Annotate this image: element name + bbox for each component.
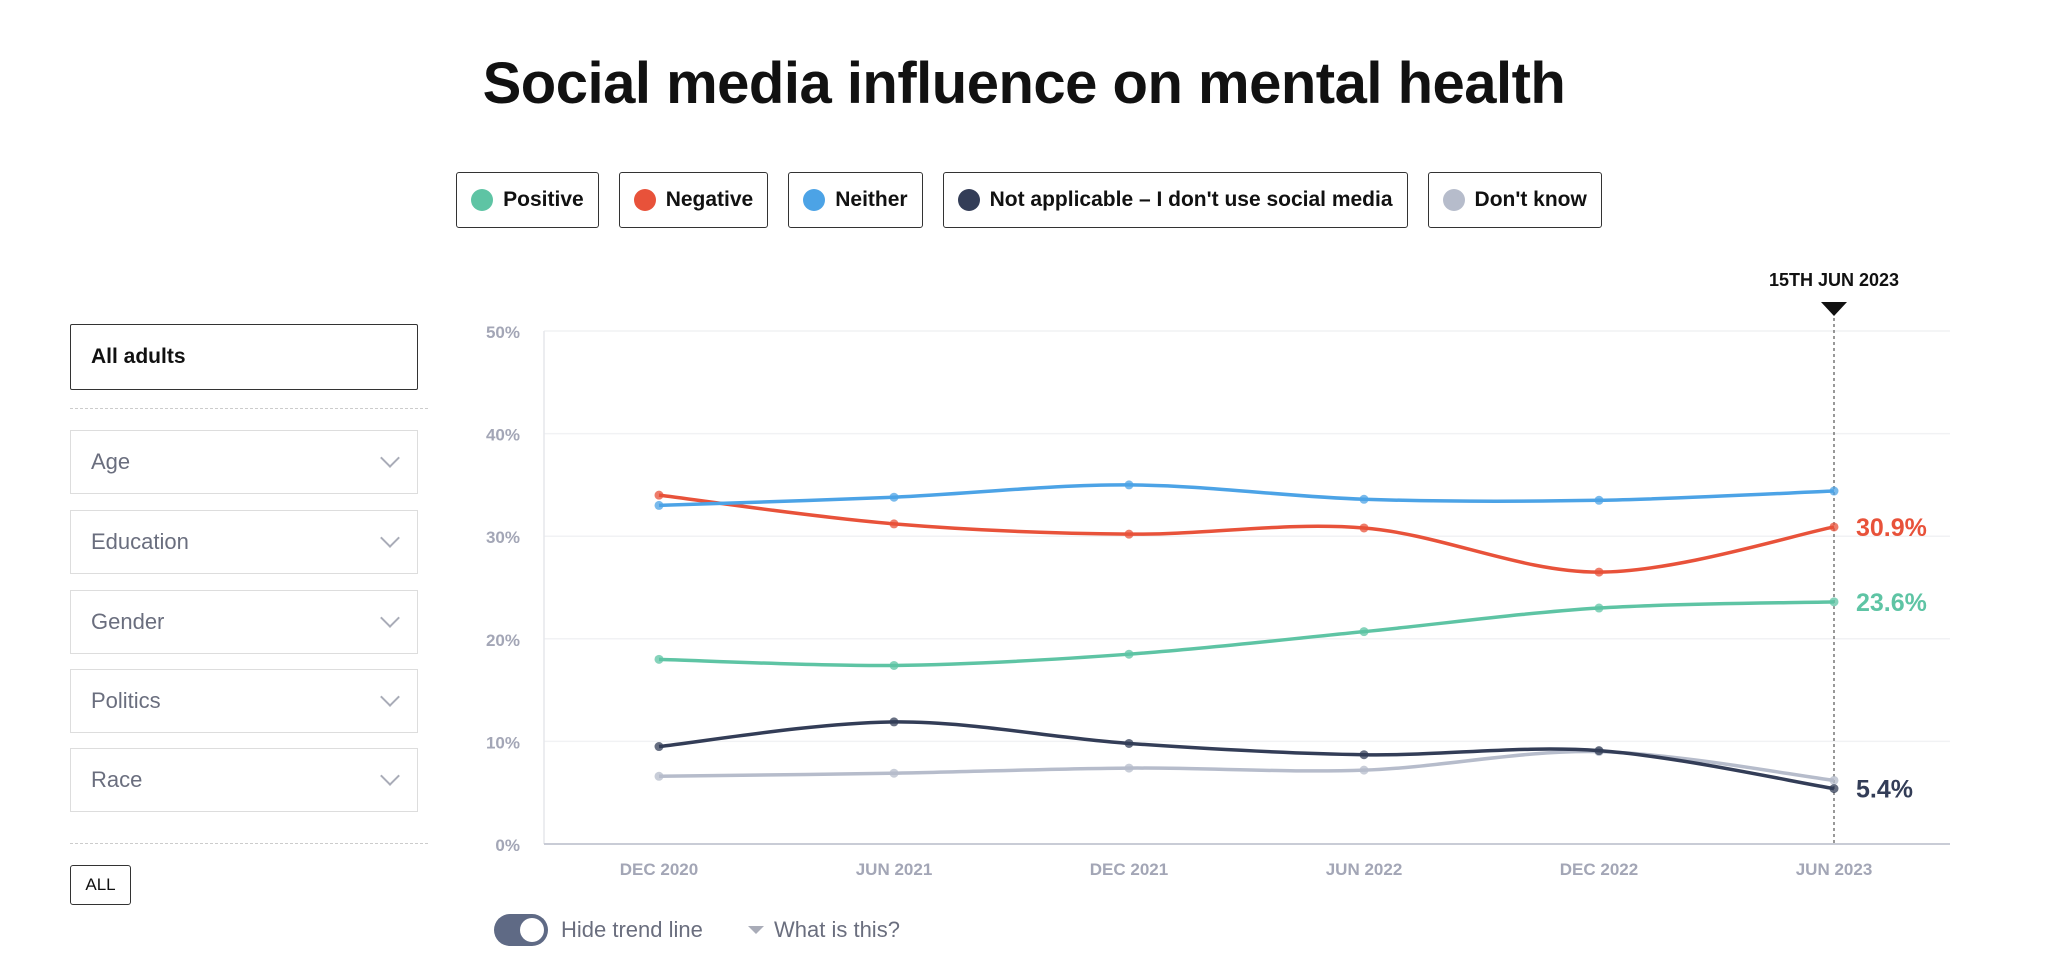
legend-not-applicable[interactable]: Not applicable – I don't use social medi…: [942, 172, 1408, 228]
filter-label: Gender: [91, 609, 165, 634]
data-point: [1124, 480, 1134, 490]
data-point: [1594, 495, 1604, 505]
filter-gender[interactable]: Gender: [70, 590, 418, 654]
data-point: [889, 660, 899, 670]
filter-label: Age: [91, 449, 131, 474]
series-line-positive: [658, 600, 1835, 668]
filter-politics[interactable]: Politics: [70, 669, 418, 733]
data-point: [1359, 494, 1369, 504]
x-tick-label: JUN 2023: [1796, 860, 1873, 879]
all-button[interactable]: ALL: [70, 865, 131, 905]
filter-age[interactable]: Age: [70, 430, 418, 494]
end-value-label: 23.6%: [1856, 589, 1927, 617]
positive-dot-icon: [471, 189, 494, 211]
data-point: [889, 492, 899, 502]
legend-negative[interactable]: Negative: [618, 172, 769, 228]
data-point: [1359, 750, 1369, 760]
data-point: [654, 742, 664, 752]
y-tick-label: 50%: [486, 323, 520, 342]
marker-triangle-icon: [1821, 302, 1847, 316]
negative-dot-icon: [633, 189, 656, 211]
filter-label: Race: [91, 767, 143, 792]
y-tick-label: 0%: [495, 836, 520, 855]
legend: Positive Negative Neither Not applicable…: [0, 172, 2048, 228]
y-tick-label: 30%: [486, 528, 520, 547]
series-line-neither: [658, 483, 1835, 508]
data-point: [1124, 738, 1134, 748]
help-label: What is this?: [774, 917, 900, 942]
legend-label: Positive: [503, 188, 584, 211]
x-tick-label: DEC 2020: [620, 860, 698, 879]
data-point: [654, 654, 664, 664]
data-point: [654, 500, 664, 510]
end-value-label: 30.9%: [1856, 514, 1927, 542]
filter-label: Education: [91, 529, 189, 554]
data-point: [1359, 523, 1369, 533]
data-point: [1829, 522, 1839, 532]
data-point: [654, 771, 664, 781]
data-point: [1829, 784, 1839, 794]
page-title: Social media influence on mental health: [482, 51, 1566, 116]
not-applicable-dot-icon: [957, 189, 980, 211]
data-point: [1594, 746, 1604, 756]
legend-label: Negative: [665, 188, 754, 211]
data-point: [889, 717, 899, 727]
end-value-label: 5.4%: [1856, 776, 1913, 804]
y-tick-label: 20%: [486, 631, 520, 650]
x-tick-label: DEC 2022: [1560, 860, 1638, 879]
hide-trend-line-toggle[interactable]: [494, 914, 548, 946]
data-point: [1359, 765, 1369, 775]
legend-label: Not applicable – I don't use social medi…: [989, 188, 1393, 211]
data-point: [1829, 597, 1839, 607]
data-point: [1124, 529, 1134, 539]
caret-down-icon: [748, 926, 764, 934]
filter-label: Politics: [91, 688, 161, 713]
data-point: [1594, 603, 1604, 613]
series-line-not-applicable-i-don-t-use-social-media: [658, 720, 1835, 791]
data-point: [1359, 627, 1369, 637]
data-point: [889, 768, 899, 778]
data-point: [889, 519, 899, 529]
toggle-knob: [520, 918, 544, 942]
current-date-label: 15TH JUN 2023: [1769, 270, 1899, 290]
audience-select-all-adults[interactable]: All adults: [70, 324, 418, 390]
filter-race[interactable]: Race: [70, 748, 418, 812]
data-point: [654, 490, 664, 500]
y-tick-label: 40%: [486, 426, 520, 445]
series-line-negative: [658, 493, 1835, 574]
x-tick-label: DEC 2021: [1090, 860, 1168, 879]
legend-label: Neither: [835, 188, 908, 211]
x-tick-label: JUN 2021: [856, 860, 933, 879]
filter-education[interactable]: Education: [70, 510, 418, 574]
neither-dot-icon: [803, 189, 826, 211]
legend-label: Don't know: [1474, 188, 1587, 211]
legend-dont-know[interactable]: Don't know: [1427, 172, 1602, 228]
legend-neither[interactable]: Neither: [788, 172, 923, 228]
x-tick-label: JUN 2022: [1326, 860, 1403, 879]
hide-trend-line-label: Hide trend line: [561, 917, 703, 942]
y-tick-label: 10%: [486, 733, 520, 752]
divider: [70, 843, 428, 844]
data-point: [1594, 567, 1604, 577]
data-point: [1829, 486, 1839, 496]
dont-know-dot-icon: [1442, 189, 1465, 211]
data-point: [1124, 763, 1134, 773]
what-is-this-link[interactable]: What is this?: [748, 917, 900, 943]
divider: [70, 408, 428, 409]
legend-positive[interactable]: Positive: [456, 172, 599, 228]
data-point: [1124, 649, 1134, 659]
data-point: [1829, 775, 1839, 785]
